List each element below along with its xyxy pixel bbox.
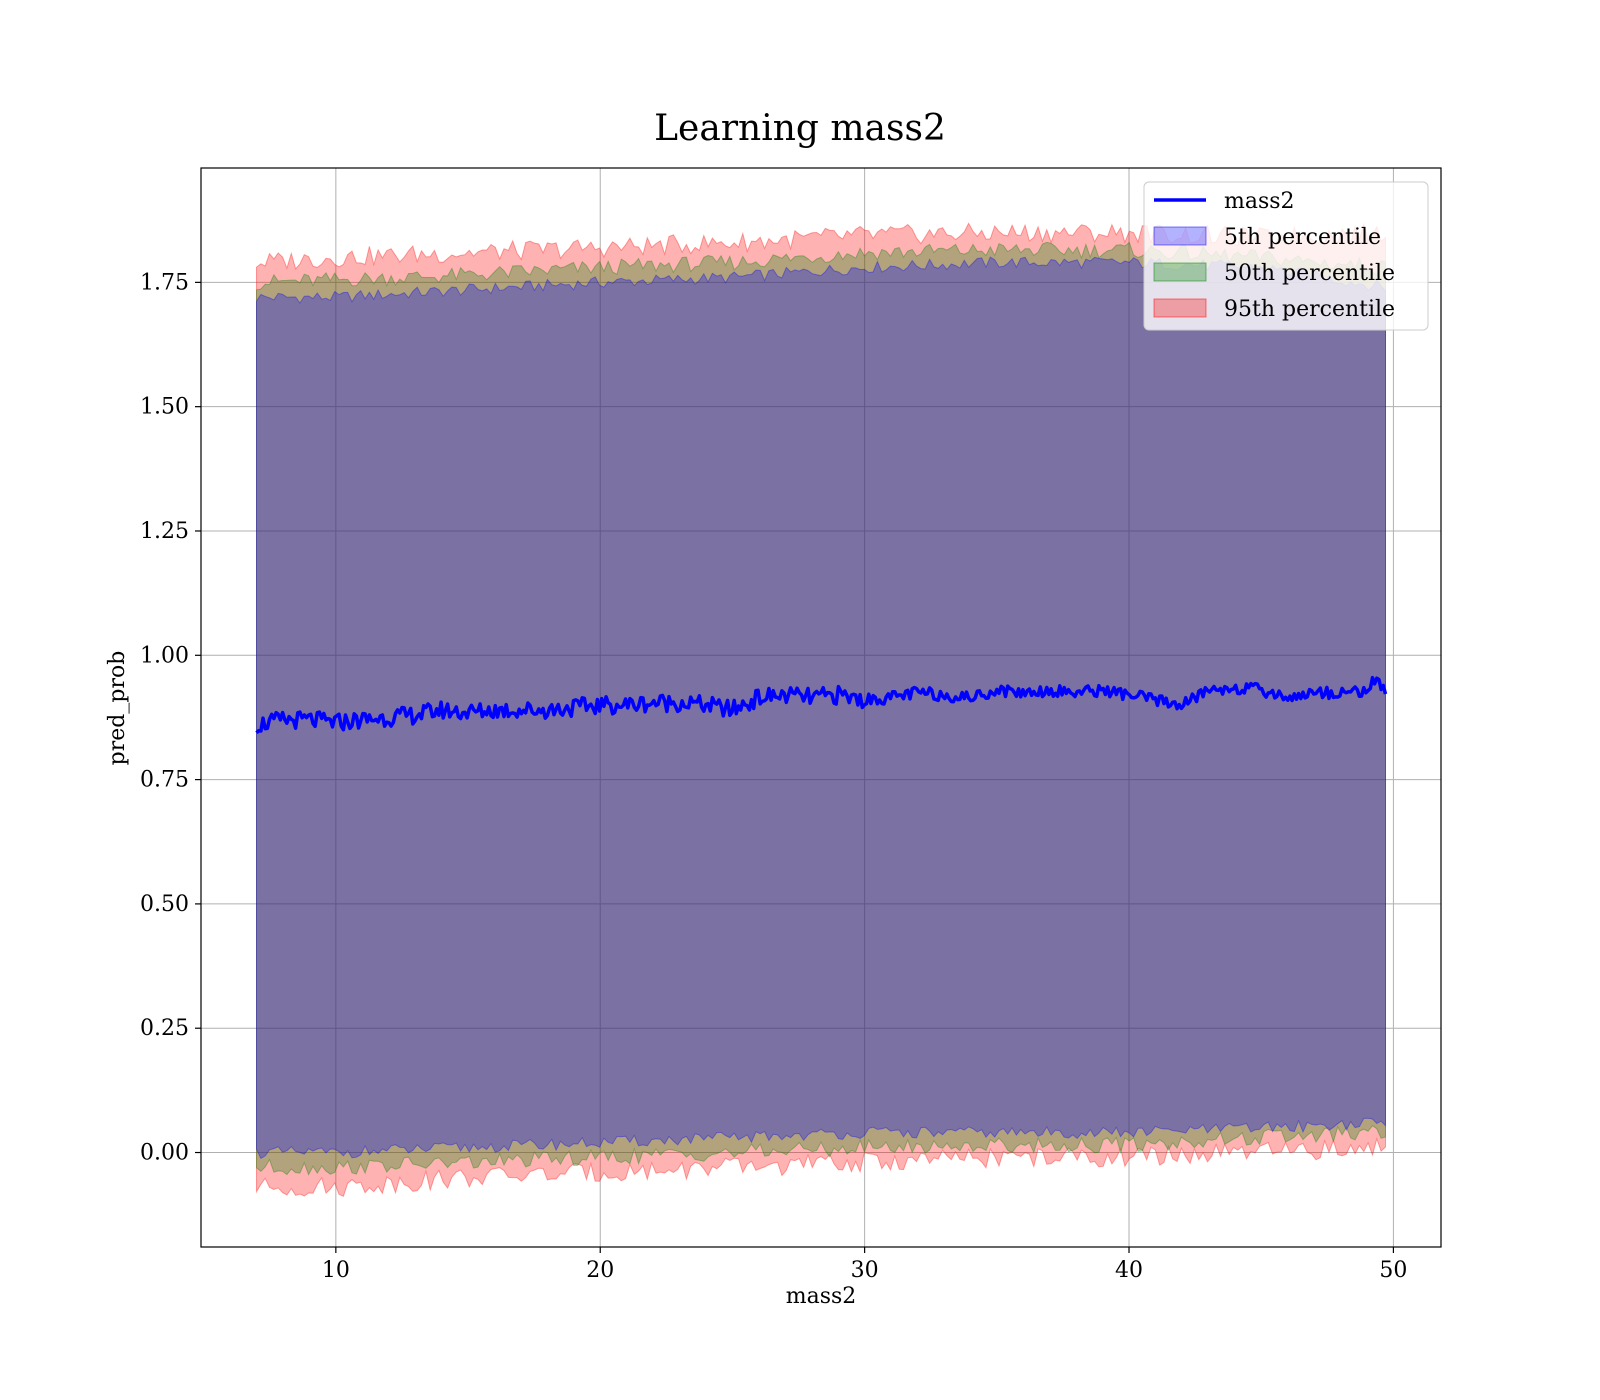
x-tick-label: 30 bbox=[851, 1258, 879, 1283]
x-tick-label: 10 bbox=[322, 1258, 350, 1283]
y-tick-label: 0.00 bbox=[140, 1141, 189, 1166]
x-tick-label: 20 bbox=[586, 1258, 614, 1283]
y-tick-label: 1.00 bbox=[140, 643, 189, 668]
y-tick-label: 0.75 bbox=[140, 768, 189, 793]
y-tick-label: 1.50 bbox=[140, 395, 189, 420]
legend: mass2 5th percentile 50th percentile 95t… bbox=[1143, 181, 1429, 331]
series-layer bbox=[255, 675, 1388, 735]
band-50th bbox=[256, 241, 1386, 1176]
legend-label-95th: 95th percentile bbox=[1224, 297, 1395, 322]
legend-label-mass2: mass2 bbox=[1224, 189, 1295, 214]
x-tick-label: 40 bbox=[1115, 1258, 1143, 1283]
legend-swatch-50th bbox=[1153, 262, 1207, 282]
series-line-mass2 bbox=[255, 675, 1388, 735]
percentile-bands bbox=[256, 222, 1386, 1197]
band-95th bbox=[256, 222, 1386, 1197]
y-tick-label: 1.25 bbox=[140, 519, 189, 544]
band-5th bbox=[256, 256, 1386, 1160]
legend-swatch-95th bbox=[1153, 298, 1207, 318]
x-axis-label: mass2 bbox=[786, 1284, 857, 1309]
x-tick-label: 50 bbox=[1379, 1258, 1407, 1283]
legend-label-5th: 5th percentile bbox=[1224, 225, 1381, 250]
y-tick-label: 1.75 bbox=[140, 270, 189, 295]
y-tick-label: 0.25 bbox=[140, 1016, 189, 1041]
y-axis-label: pred_prob bbox=[105, 651, 130, 766]
plot-frame bbox=[200, 167, 1442, 1248]
y-tick-label: 0.50 bbox=[140, 892, 189, 917]
legend-swatch-5th bbox=[1153, 226, 1207, 246]
axis-ticks: 10 20 30 40 50 0.00 0.25 0.50 0.75 1.00 1.25 1.50 1.… bbox=[140, 270, 1407, 1283]
legend-label-50th: 50th percentile bbox=[1224, 261, 1395, 286]
chart-title: Learning mass2 bbox=[654, 108, 946, 149]
legend-box bbox=[1143, 181, 1429, 331]
